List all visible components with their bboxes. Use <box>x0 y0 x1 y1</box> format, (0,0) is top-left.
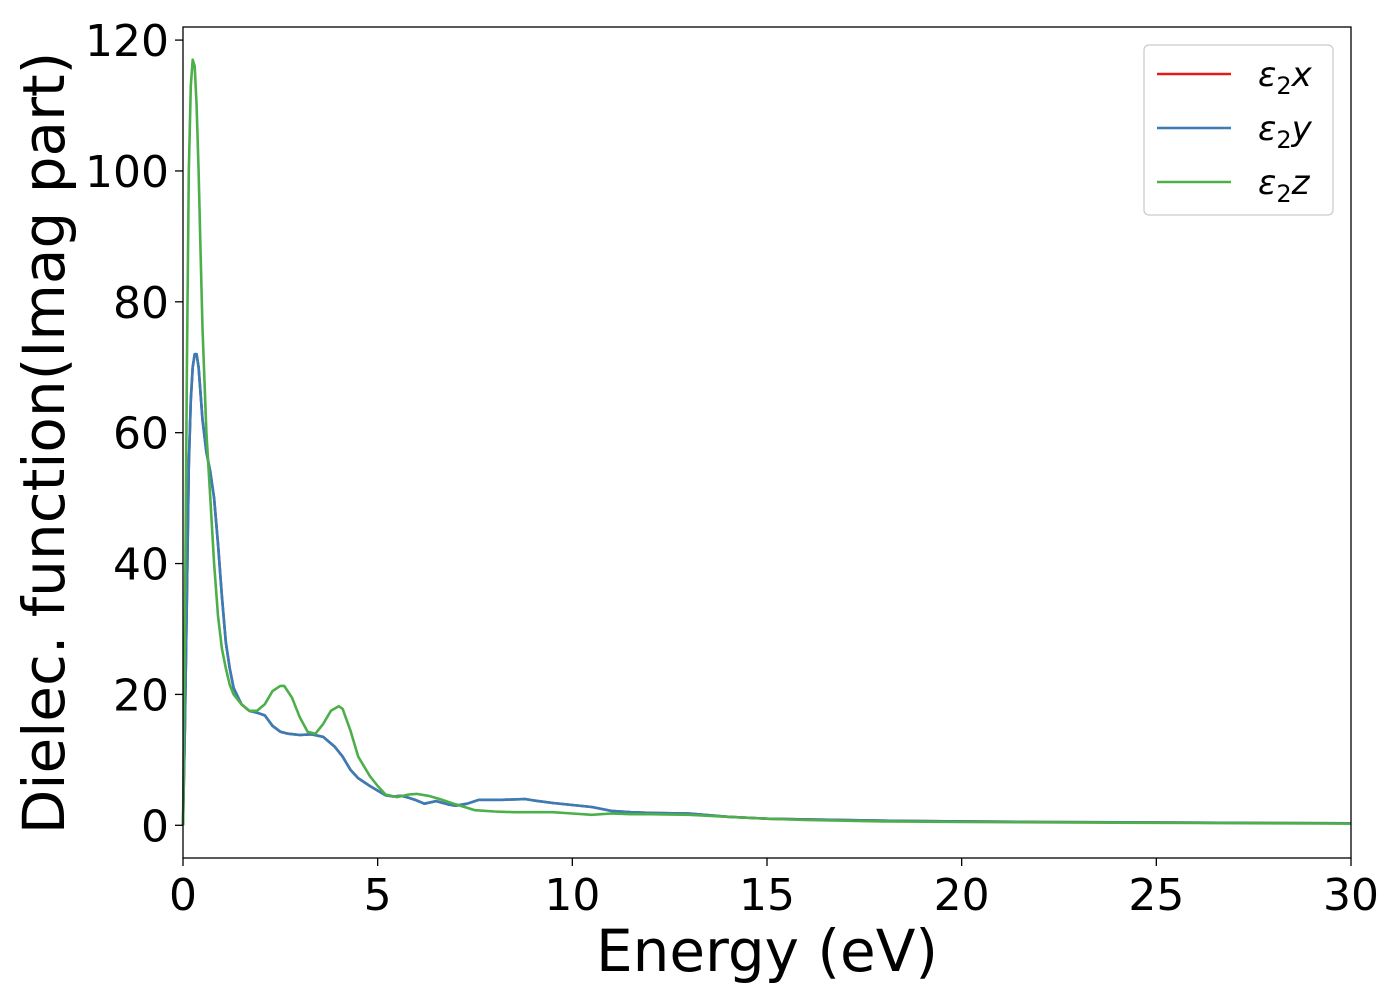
y-tick-label: 40 <box>113 540 169 591</box>
legend-label-z: ε2z <box>1258 163 1311 208</box>
x-axis-label: Energy (eV) <box>596 917 938 985</box>
legend-entries: ε2x ε2y ε2z <box>1157 55 1313 208</box>
legend: ε2x ε2y ε2z <box>1143 44 1334 216</box>
legend-label-x: ε2x <box>1258 55 1313 100</box>
y-tick-label: 100 <box>85 147 169 198</box>
y-axis-ticks: 0 20 40 60 80 100 120 <box>85 16 183 852</box>
x-axis-ticks: 0 5 10 15 20 25 30 <box>169 858 1379 921</box>
y-tick-label: 120 <box>85 16 169 67</box>
x-tick-label: 10 <box>544 870 600 921</box>
x-tick-label: 20 <box>934 870 990 921</box>
legend-label-y: ε2y <box>1258 109 1313 154</box>
y-tick-label: 80 <box>113 278 169 329</box>
x-tick-label: 15 <box>739 870 795 921</box>
x-tick-label: 30 <box>1323 870 1379 921</box>
y-axis-label: Dielec. function(Imag part) <box>10 52 78 835</box>
series-line-z <box>181 58 1352 826</box>
legend-box <box>1143 44 1334 216</box>
series-layer <box>181 58 1352 826</box>
x-tick-label: 5 <box>364 870 392 921</box>
y-tick-label: 60 <box>113 409 169 460</box>
y-tick-label: 0 <box>141 801 169 852</box>
y-tick-label: 20 <box>113 670 169 721</box>
x-tick-label: 25 <box>1128 870 1184 921</box>
x-tick-label: 0 <box>169 870 197 921</box>
